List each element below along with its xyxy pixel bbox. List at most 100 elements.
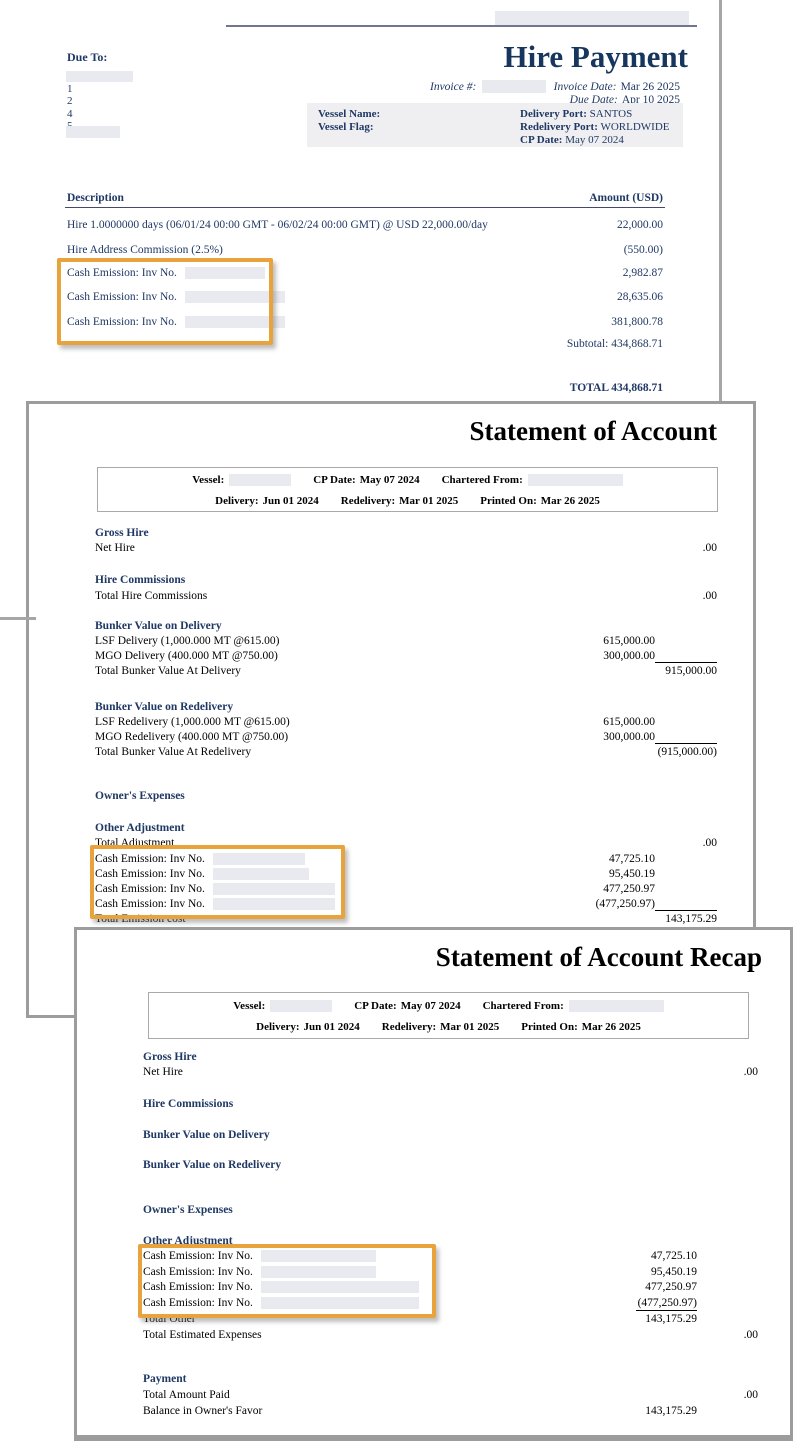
statement-title: Statement of Account <box>469 416 717 446</box>
row-amount: 915,000.00 <box>665 665 717 677</box>
redacted-vessel-name <box>229 474 292 486</box>
row-label: Cash Emission: Inv No. <box>95 867 560 882</box>
redacted-letterhead <box>495 11 689 25</box>
row-label: Cash Emission: Inv No. <box>95 852 560 867</box>
delivery-label: Delivery: <box>215 495 259 507</box>
chartered-from-label: Chartered From: <box>441 474 523 486</box>
delivery-port-value: SANTOS <box>589 108 633 120</box>
row-label: Cash Emission: Inv No. <box>143 1249 602 1264</box>
section-heading: Owner's Expenses <box>95 790 185 802</box>
row-label: Balance in Owner's Favor <box>143 1405 263 1417</box>
row-label: LSF Redelivery (1,000.000 MT @615.00) <box>95 716 290 728</box>
section-heading: Owner's Expenses <box>143 1204 233 1216</box>
invoice-row: Hire 1.0000000 days (06/01/24 00:00 GMT … <box>67 218 663 232</box>
row-amount: 381,800.78 <box>611 316 663 328</box>
due-to-label: Due To: <box>67 50 108 64</box>
row-description: Cash Emission: Inv No. <box>67 315 553 329</box>
redacted-invoice-no <box>184 316 285 329</box>
row-amount: 47,725.10 <box>651 1250 697 1262</box>
row-amount: 477,250.97 <box>603 883 655 895</box>
row-label: Cash Emission: Inv No. <box>95 882 560 897</box>
statement-recap-window: Statement of Account Recap Vessel: CP Da… <box>74 927 793 1441</box>
subtotal-line: Subtotal: 434,868.71 <box>463 338 663 350</box>
section-heading: Bunker Value on Delivery <box>143 1129 270 1141</box>
address-line: 1 <box>67 83 73 95</box>
cp-date-value: May 07 2024 <box>359 474 420 486</box>
row-description: Cash Emission: Inv No. <box>67 290 553 304</box>
statement-header-box: Vessel: CP Date: May 07 2024 Chartered F… <box>97 467 718 512</box>
invoice-row: Hire Address Commission (2.5%) (550.00) <box>67 243 663 257</box>
section-heading: Hire Commissions <box>95 574 186 586</box>
section-heading: Gross Hire <box>95 527 149 539</box>
address-line: 2 <box>67 95 73 107</box>
row-amount: 95,450.19 <box>609 868 655 880</box>
row-label: Total Bunker Value At Redelivery <box>95 746 252 758</box>
letterhead-rule <box>226 25 697 27</box>
row-amount: 615,000.00 <box>603 635 655 647</box>
redacted-invoice-no <box>212 898 335 911</box>
delivery-value: Jun 01 2024 <box>303 1021 360 1033</box>
section-heading: Bunker Value on Redelivery <box>143 1159 282 1171</box>
row-label: Cash Emission: Inv No. <box>143 1296 602 1311</box>
amount-header: Amount (USD) <box>589 192 663 204</box>
table-header-rule <box>65 207 665 208</box>
page-edge <box>719 0 722 401</box>
row-description: Hire 1.0000000 days (06/01/24 00:00 GMT … <box>67 219 488 231</box>
row-amount: 2,982.87 <box>622 267 663 279</box>
invoice-meta-line1: Invoice #: Invoice Date: Mar 26 2025 <box>430 80 680 93</box>
row-amount: 300,000.00 <box>603 650 655 662</box>
description-header: Description <box>67 192 124 204</box>
row-label: MGO Redelivery (400.000 MT @750.00) <box>95 731 289 743</box>
delivery-value: Jun 01 2024 <box>262 495 319 507</box>
row-amount: (477,250.97) <box>637 1297 697 1309</box>
vessel-label: Vessel: <box>233 1000 266 1012</box>
section-heading: Bunker Value on Delivery <box>95 620 222 632</box>
section-heading: Gross Hire <box>143 1051 197 1063</box>
row-label: Total Bunker Value At Delivery <box>95 665 241 677</box>
row-label: Cash Emission: Inv No. <box>143 1265 602 1280</box>
row-amount: 300,000.00 <box>603 731 655 743</box>
delivery-label: Delivery: <box>256 1021 300 1033</box>
recap-title: Statement of Account Recap <box>435 942 762 972</box>
printed-on-label: Printed On: <box>521 1021 578 1033</box>
row-amount: .00 <box>702 837 717 849</box>
redacted-invoice-no <box>260 1297 419 1310</box>
highlight-box-cash-emission <box>138 1244 436 1318</box>
highlight-box-cash-emission <box>90 845 345 919</box>
invoice-row: Cash Emission: Inv No. 2,982.87 <box>67 266 663 280</box>
page-title: Hire Payment <box>503 39 688 74</box>
total-value: 434,868.71 <box>611 382 663 394</box>
row-label: Cash Emission: Inv No. <box>143 1280 602 1295</box>
row-amount: 143,175.29 <box>645 1313 697 1325</box>
delivery-port-label: Delivery Port: <box>520 108 587 120</box>
row-amount: (915,000.00) <box>657 746 717 758</box>
redacted-payee-name <box>66 71 133 82</box>
cp-date-label: CP Date: <box>520 134 563 146</box>
row-amount: 22,000.00 <box>617 219 663 231</box>
subtotal-label: Subtotal: <box>566 338 609 350</box>
redacted-invoice-no <box>212 883 335 896</box>
cp-date-label: CP Date: <box>354 1000 397 1012</box>
highlight-box-cash-emission <box>57 258 273 345</box>
row-amount: .00 <box>743 1066 758 1078</box>
redacted-invoice-no <box>212 853 305 866</box>
section-heading: Other Adjustment <box>95 822 185 834</box>
redacted-invoice-no <box>260 1266 376 1279</box>
statement-of-account-window: Statement of Account Vessel: CP Date: Ma… <box>26 401 756 1018</box>
row-label: Total Estimated Expenses <box>143 1329 262 1341</box>
redacted-payee-detail <box>66 126 120 138</box>
redelivery-value: Mar 01 2025 <box>440 1021 500 1033</box>
cp-date-value: May 07 2024 <box>565 134 624 146</box>
redacted-invoice-no <box>184 267 265 280</box>
redacted-invoice-no <box>212 868 309 881</box>
section-heading: Bunker Value on Redelivery <box>95 701 234 713</box>
printed-on-value: Mar 26 2025 <box>581 1021 641 1033</box>
sum-rule <box>636 1310 697 1311</box>
invoice-number-label: Invoice #: <box>430 80 477 93</box>
redacted-chartered-from <box>527 474 623 486</box>
redacted-invoice-number <box>482 80 547 93</box>
row-label: LSF Delivery (1,000.000 MT @615.00) <box>95 635 280 647</box>
redelivery-value: Mar 01 2025 <box>399 495 459 507</box>
invoice-date-label: Invoice Date: <box>553 80 617 93</box>
sum-rule <box>655 662 717 663</box>
